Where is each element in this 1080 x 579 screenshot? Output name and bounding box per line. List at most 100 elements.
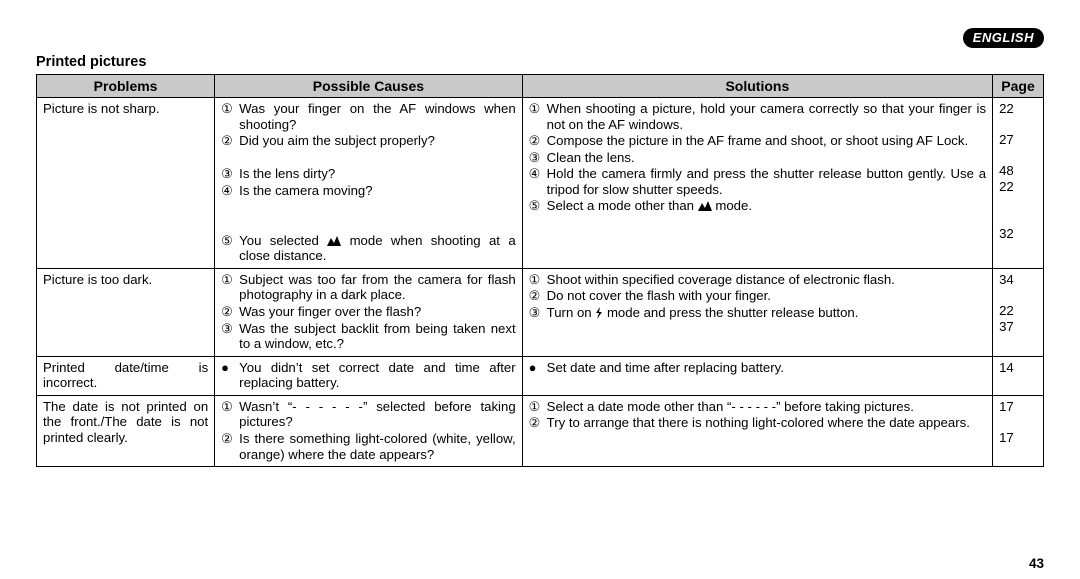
- enum-marker: ⑤: [221, 233, 239, 248]
- page-ref: 37: [999, 319, 1035, 335]
- page-ref: 22: [999, 179, 1035, 195]
- problem-cell: Picture is too dark.: [37, 268, 215, 356]
- causes-cell: ①Subject was too far from the camera for…: [215, 268, 522, 356]
- item-text: You didn’t set correct date and time aft…: [239, 360, 515, 391]
- enum-marker: ④: [221, 183, 239, 198]
- item-text: Set date and time after replacing batter…: [547, 360, 986, 376]
- list-item: [221, 216, 515, 232]
- solutions-cell: ①Select a date mode other than “- - - - …: [522, 395, 992, 466]
- causes-cell: ①Wasn’t “- - - - - -” selected before ta…: [215, 395, 522, 466]
- item-text: Select a date mode other than “- - - - -…: [547, 399, 986, 415]
- col-header-page: Page: [993, 75, 1044, 98]
- list-item: ⑤Select a mode other than mode.: [529, 198, 986, 214]
- item-text: Do not cover the flash with your finger.: [547, 288, 986, 304]
- bullet-icon: ●: [529, 360, 547, 375]
- list-item: ②Compose the picture in the AF frame and…: [529, 133, 986, 149]
- item-text: Shoot within specified coverage distance…: [547, 272, 986, 288]
- list-item: ④Hold the camera firmly and press the sh…: [529, 166, 986, 197]
- item-text: Is there something light-colored (white,…: [239, 431, 515, 462]
- table-row: Picture is not sharp.①Was your finger on…: [37, 98, 1044, 269]
- page-ref: 17: [999, 399, 1035, 415]
- manual-page: ENGLISH Printed pictures Problems Possib…: [0, 0, 1080, 579]
- enum-marker: ②: [221, 431, 239, 446]
- list-item: ①Was your finger on the AF windows when …: [221, 101, 515, 132]
- page-ref: [999, 210, 1035, 226]
- enum-marker: ①: [529, 101, 547, 116]
- item-text: Wasn’t “- - - - - -” selected before tak…: [239, 399, 515, 430]
- enum-marker: ④: [529, 166, 547, 181]
- page-cell: 14: [993, 356, 1044, 395]
- item-text: [239, 216, 515, 232]
- item-text: Is the camera moving?: [239, 183, 515, 199]
- page-cell: 17 17: [993, 395, 1044, 466]
- enum-marker: ①: [529, 272, 547, 287]
- list-item: ①Subject was too far from the camera for…: [221, 272, 515, 303]
- list-item: ①Select a date mode other than “- - - - …: [529, 399, 986, 415]
- list-item: ②Is there something light-colored (white…: [221, 431, 515, 462]
- item-text: Clean the lens.: [547, 150, 986, 166]
- causes-cell: ●You didn’t set correct date and time af…: [215, 356, 522, 395]
- list-item: ②Try to arrange that there is nothing li…: [529, 415, 986, 431]
- causes-cell: ①Was your finger on the AF windows when …: [215, 98, 522, 269]
- page-ref: 22: [999, 101, 1035, 117]
- list-item: ①Wasn’t “- - - - - -” selected before ta…: [221, 399, 515, 430]
- table-row: The date is not printed on the front./Th…: [37, 395, 1044, 466]
- footer-page-number: 43: [1029, 556, 1044, 571]
- item-text: Select a mode other than mode.: [547, 198, 986, 214]
- enum-marker: ③: [221, 166, 239, 181]
- item-text: Was the subject backlit from being taken…: [239, 321, 515, 352]
- list-item: [221, 150, 515, 166]
- page-ref: 22: [999, 303, 1035, 319]
- page-ref: [999, 148, 1035, 164]
- item-text: Turn on mode and press the shutter relea…: [547, 305, 986, 321]
- solutions-cell: ①When shooting a picture, hold your came…: [522, 98, 992, 269]
- list-item: ①Shoot within specified coverage distanc…: [529, 272, 986, 288]
- list-item: ①When shooting a picture, hold your came…: [529, 101, 986, 132]
- page-ref: 34: [999, 272, 1035, 288]
- col-header-problems: Problems: [37, 75, 215, 98]
- item-text: [239, 150, 515, 166]
- table-row: Picture is too dark.①Subject was too far…: [37, 268, 1044, 356]
- col-header-causes: Possible Causes: [215, 75, 522, 98]
- page-cell: 34 2237: [993, 268, 1044, 356]
- list-item: ③Turn on mode and press the shutter rele…: [529, 305, 986, 321]
- enum-marker: ②: [221, 133, 239, 148]
- enum-marker: ①: [221, 399, 239, 414]
- item-text: Hold the camera firmly and press the shu…: [547, 166, 986, 197]
- problem-cell: Picture is not sharp.: [37, 98, 215, 269]
- troubleshooting-table: Problems Possible Causes Solutions Page …: [36, 74, 1044, 467]
- list-item: ③Is the lens dirty?: [221, 166, 515, 182]
- list-item: ⑤You selected mode when shooting at a cl…: [221, 233, 515, 264]
- solutions-cell: ①Shoot within specified coverage distanc…: [522, 268, 992, 356]
- item-text: Compose the picture in the AF frame and …: [547, 133, 986, 149]
- item-text: You selected mode when shooting at a clo…: [239, 233, 515, 264]
- page-ref: 17: [999, 430, 1035, 446]
- enum-marker: ③: [221, 321, 239, 336]
- enum-marker: ②: [221, 304, 239, 319]
- enum-marker: ③: [529, 150, 547, 165]
- page-ref: 27: [999, 132, 1035, 148]
- item-text: Was your finger over the flash?: [239, 304, 515, 320]
- enum-marker: ①: [221, 101, 239, 116]
- enum-marker: ③: [529, 305, 547, 320]
- page-ref: 14: [999, 360, 1035, 376]
- language-badge: ENGLISH: [963, 28, 1044, 48]
- table-row: Printed date/time is incorrect.●You didn…: [37, 356, 1044, 395]
- list-item: ●You didn’t set correct date and time af…: [221, 360, 515, 391]
- page-ref: [999, 287, 1035, 303]
- enum-marker: ②: [529, 133, 547, 148]
- list-item: ②Do not cover the flash with your finger…: [529, 288, 986, 304]
- item-text: Did you aim the subject properly?: [239, 133, 515, 149]
- enum-marker: ①: [221, 272, 239, 287]
- item-text: Try to arrange that there is nothing lig…: [547, 415, 986, 431]
- bullet-icon: ●: [221, 360, 239, 375]
- list-item: ④Is the camera moving?: [221, 183, 515, 199]
- item-text: [239, 199, 515, 215]
- page-ref: [999, 414, 1035, 430]
- table-header-row: Problems Possible Causes Solutions Page: [37, 75, 1044, 98]
- page-ref: [999, 195, 1035, 211]
- page-ref: 48: [999, 163, 1035, 179]
- list-item: ②Was your finger over the flash?: [221, 304, 515, 320]
- page-cell: 22 27 4822 32: [993, 98, 1044, 269]
- enum-marker: ②: [529, 415, 547, 430]
